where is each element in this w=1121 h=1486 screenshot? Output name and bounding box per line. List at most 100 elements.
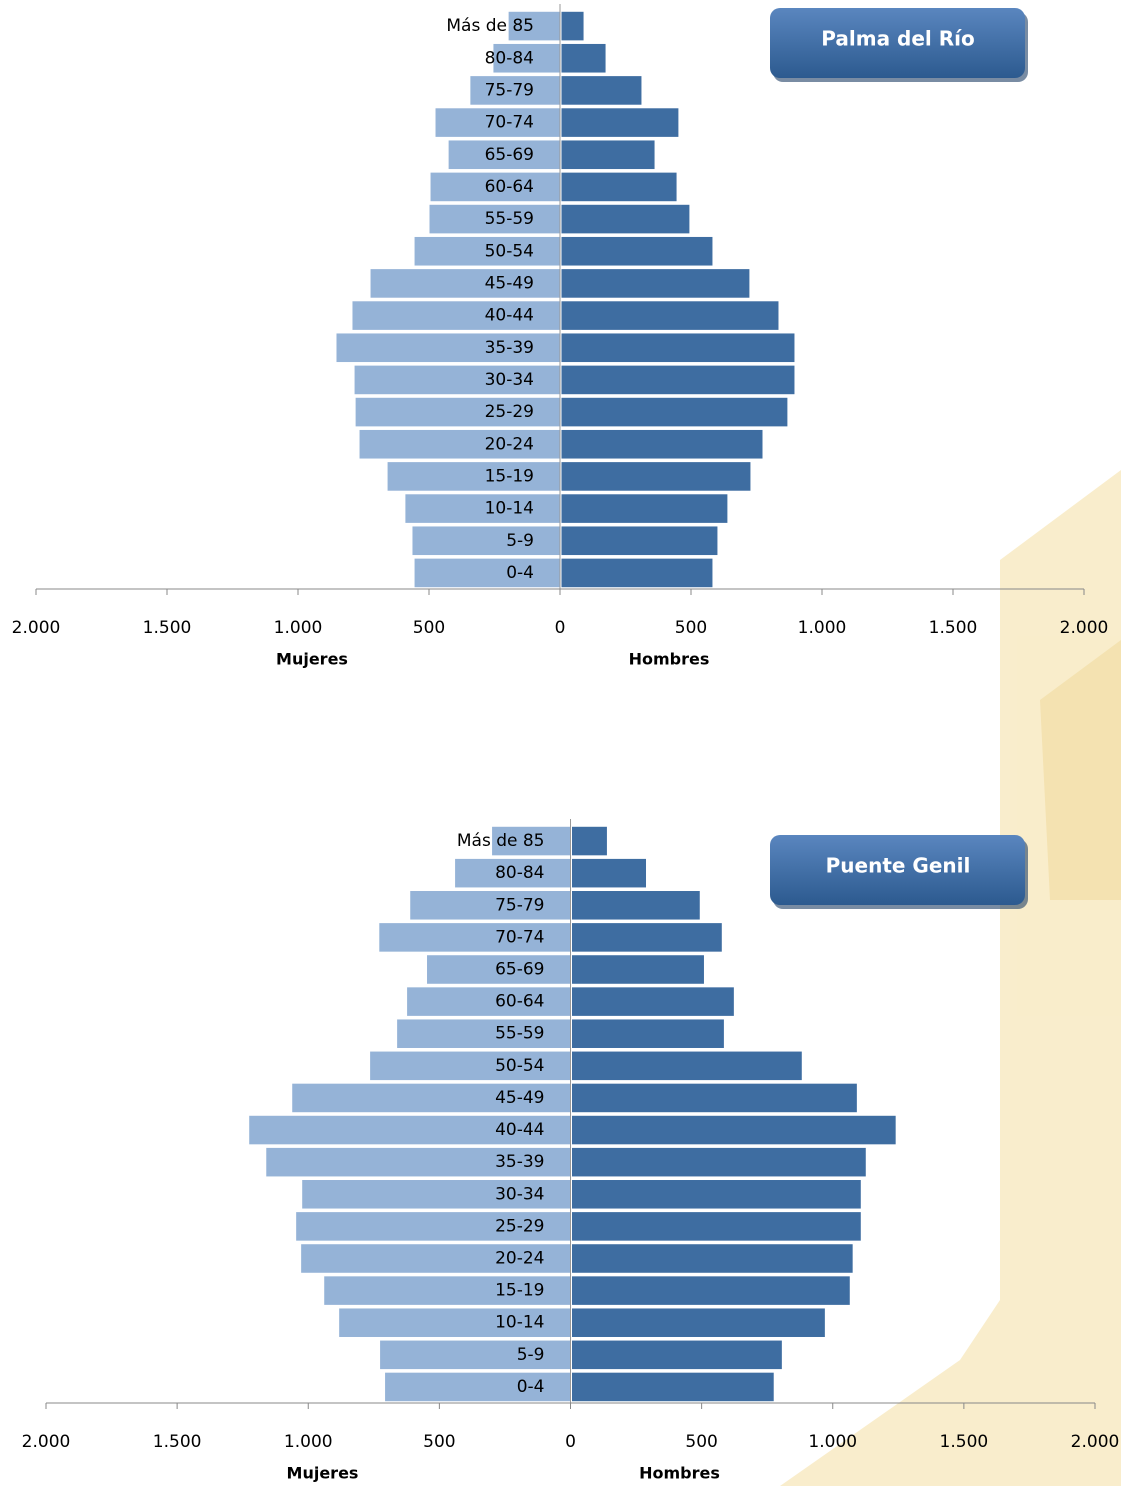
title-box bbox=[770, 835, 1025, 905]
category-label: 0-4 bbox=[517, 1377, 545, 1397]
bar bbox=[560, 300, 780, 331]
bar bbox=[571, 986, 735, 1017]
bar bbox=[571, 1018, 725, 1049]
category-label: 60-64 bbox=[495, 992, 544, 1012]
category-label: 40-44 bbox=[495, 1120, 544, 1140]
category-label: 20-24 bbox=[485, 434, 534, 454]
bar bbox=[369, 1050, 571, 1082]
bar bbox=[560, 235, 714, 267]
bar bbox=[379, 1339, 571, 1371]
bar bbox=[571, 857, 648, 889]
background-decoration bbox=[780, 470, 1121, 1486]
bar bbox=[571, 1146, 867, 1178]
category-label: 25-29 bbox=[495, 1216, 544, 1236]
bar bbox=[571, 1243, 854, 1274]
axis-title: Mujeres bbox=[287, 1464, 359, 1483]
bar bbox=[560, 107, 680, 138]
bar bbox=[571, 890, 701, 921]
category-label: 15-19 bbox=[485, 466, 534, 486]
bar bbox=[571, 1275, 851, 1306]
bar bbox=[571, 825, 608, 857]
bar bbox=[560, 171, 678, 203]
bar bbox=[560, 139, 656, 171]
category-label: 80-84 bbox=[495, 863, 544, 883]
bar bbox=[434, 107, 561, 138]
bar bbox=[571, 1307, 826, 1338]
x-tick-label: 1.000 bbox=[808, 1432, 857, 1452]
bar bbox=[560, 493, 729, 524]
bar bbox=[413, 235, 561, 267]
x-tick-label: 500 bbox=[675, 618, 707, 638]
bar bbox=[571, 922, 723, 953]
category-label: 10-14 bbox=[485, 499, 534, 519]
bar bbox=[413, 557, 561, 589]
x-tick-label: 0 bbox=[565, 1432, 576, 1452]
x-tick-label: 0 bbox=[555, 618, 566, 638]
bar bbox=[492, 42, 561, 74]
category-label: 75-79 bbox=[485, 80, 534, 100]
bar bbox=[469, 75, 561, 106]
bar bbox=[560, 364, 796, 396]
bar bbox=[560, 268, 751, 299]
x-tick-label: 2.000 bbox=[12, 618, 61, 638]
bar bbox=[291, 1082, 571, 1114]
bar bbox=[358, 428, 561, 460]
bar bbox=[426, 954, 571, 985]
bar bbox=[560, 525, 719, 557]
category-label: 0-4 bbox=[506, 563, 534, 583]
bar bbox=[323, 1275, 571, 1306]
bar bbox=[335, 332, 561, 364]
bar bbox=[571, 1339, 783, 1371]
bar bbox=[301, 1179, 571, 1210]
bar bbox=[571, 1371, 775, 1403]
bar bbox=[429, 171, 561, 203]
category-label: 65-69 bbox=[495, 960, 544, 980]
x-tick-label: 1.000 bbox=[284, 1432, 333, 1452]
x-tick-label: 1.500 bbox=[940, 1432, 989, 1452]
x-tick-label: 2.000 bbox=[22, 1432, 71, 1452]
x-tick-label: 1.000 bbox=[274, 618, 323, 638]
category-label: 55-59 bbox=[495, 1024, 544, 1044]
category-label: 30-34 bbox=[485, 370, 534, 390]
category-label: 15-19 bbox=[495, 1281, 544, 1301]
x-tick-label: 1.500 bbox=[929, 618, 978, 638]
category-label: 45-49 bbox=[485, 273, 534, 293]
category-label: 35-39 bbox=[495, 1152, 544, 1172]
bar bbox=[409, 890, 571, 921]
bar bbox=[338, 1307, 571, 1338]
category-label: 80-84 bbox=[485, 48, 534, 68]
bar bbox=[560, 557, 714, 589]
bar bbox=[248, 1114, 572, 1146]
category-label: 65-69 bbox=[485, 145, 534, 165]
category-label: 30-34 bbox=[495, 1184, 544, 1204]
x-tick-label: 500 bbox=[685, 1432, 717, 1452]
category-label: 40-44 bbox=[485, 306, 534, 326]
bar bbox=[560, 75, 643, 106]
bar bbox=[560, 332, 796, 364]
bar bbox=[384, 1371, 572, 1403]
bar bbox=[571, 954, 705, 985]
bar bbox=[571, 1114, 897, 1146]
bar bbox=[378, 922, 571, 953]
chart-title: Palma del Río bbox=[821, 27, 974, 51]
axis-title: Mujeres bbox=[276, 650, 348, 669]
bar bbox=[507, 10, 561, 42]
category-label: 35-39 bbox=[485, 338, 534, 358]
category-label: 55-59 bbox=[485, 209, 534, 229]
bar bbox=[404, 493, 561, 524]
bar bbox=[353, 364, 561, 396]
x-tick-label: 2.000 bbox=[1060, 618, 1109, 638]
bar bbox=[560, 396, 789, 428]
bar bbox=[560, 42, 607, 74]
bar bbox=[571, 1211, 862, 1242]
bar bbox=[406, 986, 571, 1017]
category-label: 50-54 bbox=[485, 241, 534, 261]
bar bbox=[396, 1018, 571, 1049]
category-label: 10-14 bbox=[495, 1313, 544, 1333]
bar bbox=[428, 203, 561, 235]
x-tick-label: 2.000 bbox=[1071, 1432, 1120, 1452]
category-label: 5-9 bbox=[517, 1345, 545, 1365]
bar bbox=[560, 428, 764, 460]
bar bbox=[295, 1211, 571, 1242]
